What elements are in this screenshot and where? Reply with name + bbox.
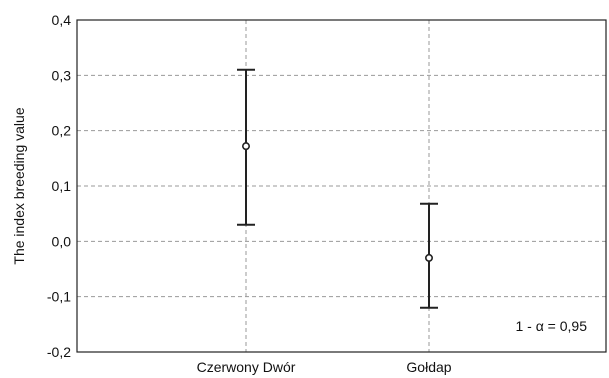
x-tick-label: Czerwony Dwór (197, 359, 296, 375)
y-tick-label: 0,0 (52, 233, 72, 249)
y-tick-label: -0,2 (47, 344, 71, 360)
y-tick-label: 0,1 (52, 178, 72, 194)
y-tick-label: 0,3 (52, 67, 72, 83)
x-tick-labels: Czerwony Dwór Gołdap (197, 359, 452, 375)
y-tick-label: 0,4 (52, 12, 72, 28)
plot-frame (76, 19, 607, 353)
error-bars (237, 68, 438, 309)
grid-lines (77, 20, 606, 352)
x-tick-label: Gołdap (406, 359, 451, 375)
mean-point (242, 142, 251, 151)
y-axis-title: The index breeding value (11, 107, 27, 264)
y-tick-label: -0,1 (47, 289, 71, 305)
y-tick-labels: -0,2 -0,1 0,0 0,1 0,2 0,3 0,4 (47, 12, 71, 360)
mean-point (424, 253, 433, 262)
y-tick-label: 0,2 (52, 123, 72, 139)
confidence-level-annotation: 1 - α = 0,95 (515, 318, 587, 334)
